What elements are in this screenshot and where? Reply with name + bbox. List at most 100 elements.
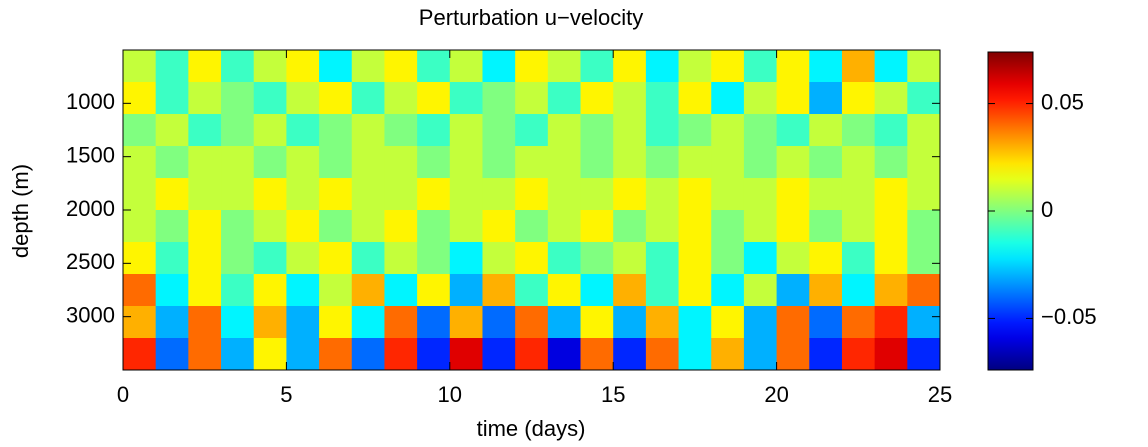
heatmap-cell xyxy=(351,306,385,339)
heatmap-cell xyxy=(319,82,353,115)
heatmap-cell xyxy=(678,178,712,211)
heatmap-cell xyxy=(253,242,287,275)
heatmap-cell xyxy=(482,178,516,211)
heatmap-cell xyxy=(319,50,353,83)
heatmap-cell xyxy=(417,210,451,243)
heatmap-cell xyxy=(645,50,680,83)
heatmap-cell xyxy=(286,146,320,179)
heatmap-cell xyxy=(613,242,647,275)
heatmap-cell xyxy=(417,274,451,307)
heatmap-cell xyxy=(221,146,255,179)
heatmap-cell xyxy=(221,50,255,83)
heatmap-cell xyxy=(515,114,549,147)
heatmap-cell xyxy=(645,210,680,243)
heatmap-cell xyxy=(417,114,451,147)
heatmap-cell xyxy=(286,210,320,243)
y-tick-label: 1500 xyxy=(66,142,115,167)
heatmap-cell xyxy=(776,82,810,115)
heatmap-cell xyxy=(580,306,614,339)
heatmap-cell xyxy=(874,114,908,147)
heatmap-cell xyxy=(809,114,843,147)
heatmap-cell xyxy=(417,146,451,179)
heatmap-cell xyxy=(515,338,549,371)
heatmap-cell xyxy=(515,306,549,339)
heatmap-cell xyxy=(580,210,614,243)
heatmap-cell xyxy=(351,82,385,115)
heatmap-cell xyxy=(645,306,680,339)
heatmap-cell xyxy=(645,178,680,211)
heatmap-cell xyxy=(482,50,516,83)
heatmap-cell xyxy=(776,146,810,179)
heatmap-cell xyxy=(809,146,843,179)
heatmap-cell xyxy=(907,82,941,115)
heatmap-cell xyxy=(221,306,255,339)
heatmap-cell xyxy=(482,306,516,339)
heatmap-cell xyxy=(907,146,941,179)
heatmap-cell xyxy=(711,178,745,211)
heatmap-cell xyxy=(515,82,549,115)
heatmap-cell xyxy=(613,114,647,147)
heatmap-cell xyxy=(384,82,418,115)
heatmap-cell xyxy=(351,210,385,243)
heatmap-cell xyxy=(449,82,483,115)
heatmap-cell xyxy=(155,306,189,339)
heatmap-cell xyxy=(253,82,287,115)
heatmap-cell xyxy=(417,82,451,115)
heatmap-cell xyxy=(482,114,516,147)
heatmap-cell xyxy=(743,178,778,211)
heatmap-cell xyxy=(155,82,189,115)
heatmap-cell xyxy=(449,210,483,243)
heatmap-cell xyxy=(449,338,483,371)
heatmap-cell xyxy=(841,242,876,275)
heatmap-cell xyxy=(711,82,745,115)
heatmap-cell xyxy=(580,50,614,83)
heatmap-cell xyxy=(547,274,582,307)
heatmap-cell xyxy=(580,82,614,115)
heatmap-cell xyxy=(253,306,287,339)
heatmap-cell xyxy=(155,146,189,179)
heatmap-cell xyxy=(874,274,908,307)
heatmap-cell xyxy=(123,274,157,307)
heatmap-cell xyxy=(547,242,582,275)
heatmap-cell xyxy=(351,146,385,179)
heatmap-cell xyxy=(384,338,418,371)
heatmap-cell xyxy=(809,178,843,211)
heatmap-cell xyxy=(580,274,614,307)
heatmap-cell xyxy=(613,146,647,179)
heatmap-cell xyxy=(613,178,647,211)
heatmap-cell xyxy=(841,114,876,147)
heatmap-cell xyxy=(613,274,647,307)
heatmap-cell xyxy=(907,242,941,275)
heatmap-cell xyxy=(286,114,320,147)
heatmap-cell xyxy=(449,146,483,179)
heatmap-cell xyxy=(449,274,483,307)
heatmap-cell xyxy=(286,274,320,307)
heatmap-cell xyxy=(123,50,157,83)
heatmap-cell xyxy=(449,242,483,275)
heatmap-cell xyxy=(221,82,255,115)
y-tick-label: 1000 xyxy=(66,89,115,114)
heatmap-cell xyxy=(809,82,843,115)
heatmap-cell xyxy=(319,210,353,243)
heatmap-cell xyxy=(123,242,157,275)
heatmap-cell xyxy=(253,114,287,147)
heatmap-cell xyxy=(547,114,582,147)
x-axis-label: time (days) xyxy=(477,416,586,441)
heatmap-cell xyxy=(809,306,843,339)
heatmap-cell xyxy=(253,274,287,307)
heatmap-cell xyxy=(645,274,680,307)
heatmap-cell xyxy=(874,338,908,371)
heatmap-cell xyxy=(711,50,745,83)
heatmap-cell xyxy=(874,210,908,243)
heatmap-cell xyxy=(417,178,451,211)
heatmap-cell xyxy=(645,146,680,179)
heatmap-cell xyxy=(547,82,582,115)
heatmap-cell xyxy=(384,242,418,275)
heatmap-cell xyxy=(188,274,222,307)
heatmap-cell xyxy=(319,114,353,147)
heatmap-cell xyxy=(841,82,876,115)
heatmap-cell xyxy=(711,146,745,179)
x-tick-label: 15 xyxy=(601,382,625,407)
heatmap-cell xyxy=(319,178,353,211)
